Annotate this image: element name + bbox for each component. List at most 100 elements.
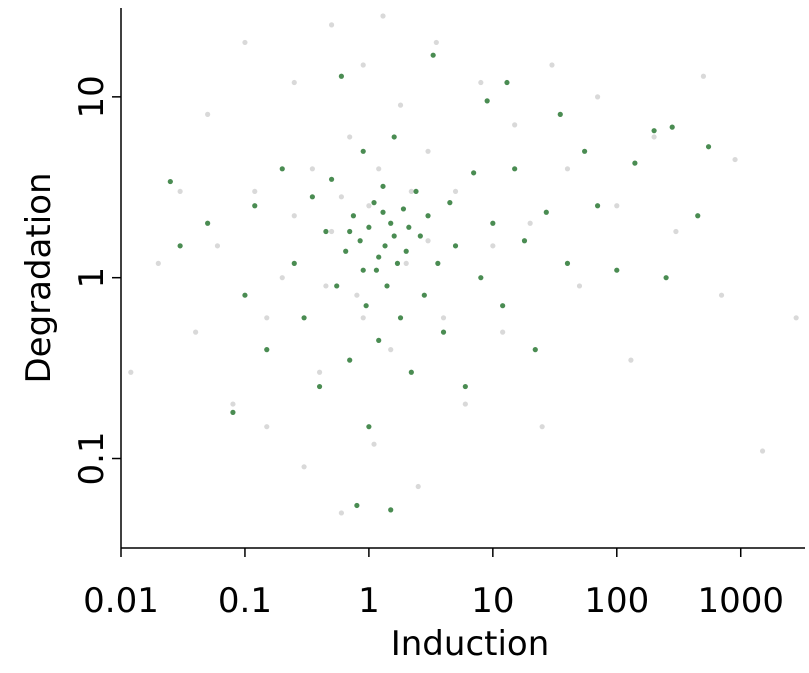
point [478, 79, 484, 86]
point [471, 170, 477, 176]
point [376, 166, 382, 172]
point [462, 383, 468, 390]
x-tick-label: 0.01 [83, 581, 159, 621]
point [350, 213, 357, 219]
point [408, 369, 414, 375]
point [328, 176, 335, 182]
point [388, 220, 394, 226]
point [408, 188, 414, 195]
point [347, 134, 353, 140]
point [430, 52, 436, 58]
point [323, 283, 329, 289]
point [242, 292, 248, 298]
point [343, 248, 349, 254]
point [793, 315, 799, 321]
point [388, 507, 394, 513]
point [366, 424, 372, 430]
point [452, 243, 459, 249]
point [380, 209, 386, 215]
point [316, 369, 323, 375]
point [512, 166, 518, 172]
x-tick-label: 100 [584, 581, 649, 621]
point [673, 228, 679, 235]
point [384, 283, 390, 289]
point [264, 424, 270, 430]
point [177, 243, 183, 249]
point [264, 315, 270, 321]
point [435, 260, 441, 266]
point [521, 238, 528, 244]
point [500, 303, 506, 309]
point [394, 260, 401, 266]
point [177, 188, 183, 195]
point [539, 424, 545, 430]
point [576, 283, 583, 289]
point [400, 206, 407, 212]
point [403, 248, 409, 254]
point [406, 224, 412, 230]
point [328, 22, 335, 28]
point [594, 94, 601, 100]
point [316, 383, 323, 390]
point [532, 347, 538, 353]
point [440, 329, 447, 335]
point [447, 200, 453, 206]
point [380, 183, 386, 189]
point [700, 73, 707, 79]
point [705, 144, 712, 150]
point [128, 369, 134, 375]
point [433, 39, 439, 46]
point [323, 228, 329, 235]
point [205, 111, 211, 117]
point [371, 200, 377, 206]
point [440, 315, 447, 321]
point [614, 203, 620, 209]
point [462, 401, 468, 407]
point [663, 275, 669, 281]
point [632, 160, 638, 166]
point [490, 243, 496, 249]
point [363, 303, 369, 309]
point [360, 62, 366, 68]
point [391, 134, 397, 140]
point [543, 209, 549, 215]
point [527, 220, 533, 226]
point [252, 203, 258, 209]
point [309, 166, 315, 172]
point [651, 128, 657, 134]
point [478, 275, 484, 281]
y-tick-label: 0.1 [72, 431, 112, 485]
x-axis-label: Induction [391, 624, 550, 664]
point [366, 224, 372, 230]
y-tick-label: 1 [72, 267, 112, 289]
y-axis-label: Degradation [19, 172, 59, 383]
point [252, 188, 258, 195]
point [214, 243, 221, 249]
point [291, 260, 297, 266]
point [413, 188, 419, 195]
point [230, 409, 236, 415]
point [380, 13, 386, 19]
point [373, 267, 380, 273]
point [391, 233, 397, 239]
point [504, 79, 510, 86]
point [415, 483, 421, 490]
point [718, 292, 725, 298]
point [403, 260, 409, 266]
point [371, 441, 377, 447]
point [291, 213, 297, 219]
point [309, 194, 315, 200]
x-tick-label: 0.1 [218, 581, 272, 621]
point [382, 243, 388, 249]
point [291, 79, 297, 86]
point [301, 464, 307, 470]
point [500, 329, 506, 335]
point [425, 213, 431, 219]
x-tick-label: 1000 [697, 581, 784, 621]
point [484, 98, 490, 104]
point [279, 166, 285, 172]
point [279, 275, 285, 281]
point [338, 510, 344, 516]
x-tick-label: 10 [471, 581, 514, 621]
